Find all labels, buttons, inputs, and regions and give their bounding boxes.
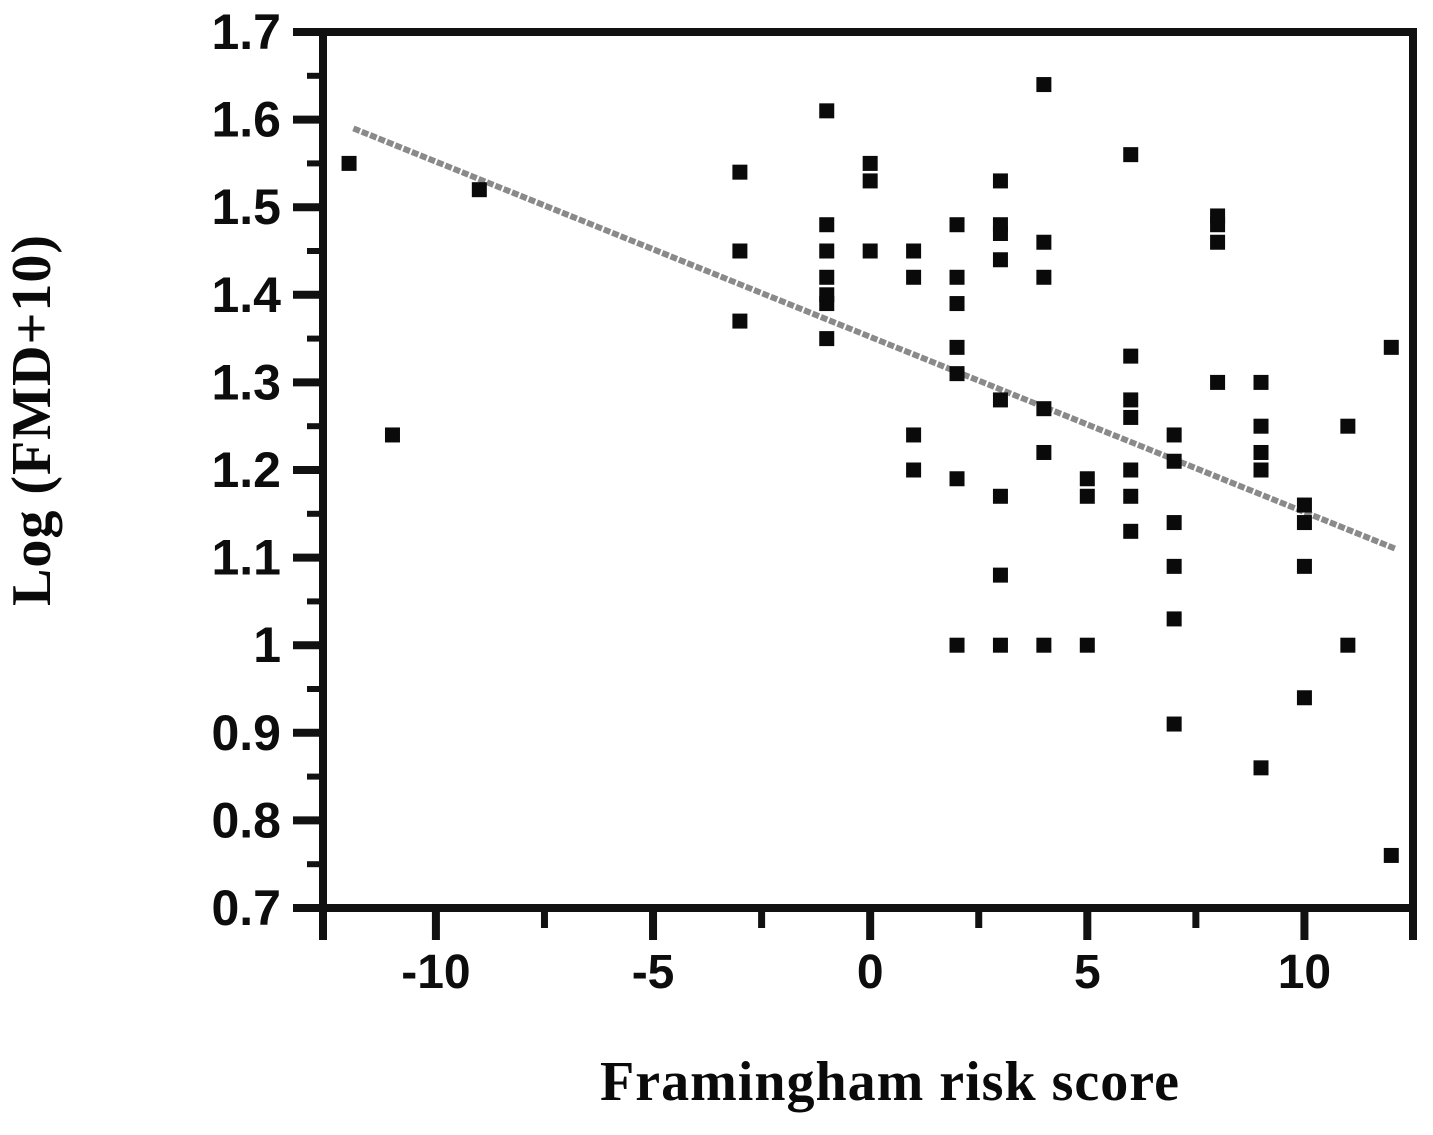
data-point xyxy=(1123,409,1139,425)
data-point xyxy=(732,164,748,180)
data-point xyxy=(1296,558,1312,574)
data-point xyxy=(1296,690,1312,706)
data-point xyxy=(819,243,835,259)
data-point xyxy=(384,427,400,443)
data-point xyxy=(992,567,1008,583)
data-point xyxy=(819,331,835,347)
data-point xyxy=(1036,269,1052,285)
y-tick-label: 0.8 xyxy=(211,792,281,848)
data-point xyxy=(471,182,487,198)
data-point xyxy=(1340,637,1356,653)
data-point xyxy=(992,173,1008,189)
y-tick-label: 1.1 xyxy=(211,530,281,586)
data-point xyxy=(732,243,748,259)
data-point xyxy=(1123,348,1139,364)
data-point xyxy=(1166,427,1182,443)
data-point xyxy=(1036,637,1052,653)
data-point xyxy=(949,471,965,487)
data-point xyxy=(949,217,965,233)
data-point xyxy=(992,392,1008,408)
data-point xyxy=(949,296,965,312)
data-point xyxy=(1340,418,1356,434)
data-point xyxy=(949,366,965,382)
data-point xyxy=(1296,497,1312,513)
data-point xyxy=(862,173,878,189)
data-point xyxy=(1166,515,1182,531)
data-point xyxy=(341,155,357,171)
data-point xyxy=(1166,558,1182,574)
y-tick-label: 1.2 xyxy=(211,442,281,498)
y-tick-label: 1 xyxy=(253,617,281,673)
data-point xyxy=(1079,637,1095,653)
data-point xyxy=(1123,523,1139,539)
regression-line xyxy=(352,125,1397,552)
data-point xyxy=(949,269,965,285)
data-point xyxy=(949,637,965,653)
y-tick-label: 1.5 xyxy=(211,179,281,235)
data-point xyxy=(1253,374,1269,390)
data-point xyxy=(1166,716,1182,732)
data-point xyxy=(819,269,835,285)
data-point xyxy=(1123,392,1139,408)
data-point xyxy=(992,637,1008,653)
y-tick-label: 1.3 xyxy=(211,354,281,410)
data-point xyxy=(1383,339,1399,355)
y-tick-label: 1.4 xyxy=(211,267,281,323)
y-tick-label: 1.6 xyxy=(211,92,281,148)
data-point xyxy=(1210,217,1226,233)
data-point xyxy=(1383,847,1399,863)
y-tick-label: 0.7 xyxy=(211,880,281,936)
data-point xyxy=(1036,444,1052,460)
data-point xyxy=(819,296,835,312)
data-point xyxy=(819,103,835,119)
data-point xyxy=(732,313,748,329)
x-tick-label: -10 xyxy=(401,946,470,999)
x-tick-label: 0 xyxy=(857,946,884,999)
data-point xyxy=(862,155,878,171)
data-point xyxy=(1253,444,1269,460)
data-point xyxy=(992,225,1008,241)
data-point xyxy=(1036,77,1052,93)
data-point xyxy=(992,252,1008,268)
x-axis-title: Framingham risk score xyxy=(600,1051,1180,1113)
data-point xyxy=(1123,147,1139,163)
data-point xyxy=(1253,760,1269,776)
data-point xyxy=(906,427,922,443)
data-point xyxy=(1079,471,1095,487)
data-point xyxy=(1253,418,1269,434)
data-point xyxy=(1253,462,1269,478)
data-point xyxy=(862,243,878,259)
data-point xyxy=(906,462,922,478)
data-point xyxy=(906,243,922,259)
x-tick-label: 10 xyxy=(1278,946,1331,999)
data-point xyxy=(992,488,1008,504)
data-point xyxy=(1296,515,1312,531)
x-tick-label: 5 xyxy=(1074,946,1101,999)
data-point xyxy=(906,269,922,285)
data-point xyxy=(949,339,965,355)
data-point xyxy=(819,217,835,233)
data-point xyxy=(1210,374,1226,390)
data-point xyxy=(1166,453,1182,469)
data-point xyxy=(1036,401,1052,417)
y-axis-title: Log (FMD+10) xyxy=(1,233,63,607)
y-tick-label: 1.7 xyxy=(211,4,281,60)
data-point xyxy=(1123,488,1139,504)
data-point xyxy=(1123,462,1139,478)
x-tick-label: -5 xyxy=(632,946,675,999)
data-point xyxy=(1036,234,1052,250)
data-point xyxy=(1166,611,1182,627)
y-tick-label: 0.9 xyxy=(211,705,281,761)
data-point xyxy=(1210,234,1226,250)
data-point xyxy=(1079,488,1095,504)
